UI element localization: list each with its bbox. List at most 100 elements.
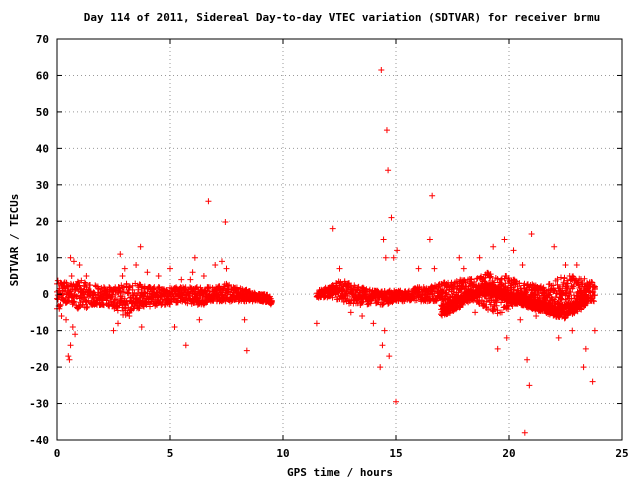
- axis-ticks: 0 5 10 15 20 25 -40 -30 -20 -10 0 10 20 30 40 50 60 70: [29, 33, 629, 460]
- y-axis-label: SDTVAR / TECUs: [8, 194, 21, 287]
- data-point: [431, 265, 438, 272]
- band-point: [571, 309, 578, 316]
- data-point: [494, 345, 501, 352]
- data-point: [381, 327, 388, 334]
- data-point: [155, 272, 162, 279]
- band-point: [120, 289, 127, 296]
- band-point: [561, 315, 568, 322]
- band-point: [589, 279, 596, 286]
- x-tick-label: 20: [502, 447, 515, 460]
- band-point: [167, 301, 173, 308]
- band-point: [554, 276, 561, 283]
- data-point: [138, 323, 145, 330]
- y-tick-label: 30: [36, 179, 49, 192]
- band-point: [591, 286, 598, 293]
- data-point: [426, 236, 433, 243]
- data-point: [460, 265, 467, 272]
- band-point: [505, 287, 512, 294]
- data-point: [573, 262, 580, 269]
- data-point: [223, 265, 230, 272]
- data-point: [481, 302, 488, 309]
- data-point: [70, 258, 77, 265]
- data-marks: [54, 66, 598, 436]
- band-point: [581, 275, 588, 282]
- data-point: [121, 265, 128, 272]
- band-point: [459, 301, 466, 308]
- band-point: [95, 285, 102, 292]
- band-point: [486, 274, 493, 281]
- data-point: [58, 313, 65, 320]
- band-point: [562, 296, 569, 303]
- band-point: [491, 279, 498, 286]
- plot-frame: [56, 38, 623, 441]
- data-point: [382, 254, 389, 261]
- band-point: [83, 304, 90, 311]
- band-point: [119, 293, 126, 300]
- data-point: [167, 265, 173, 272]
- band-point: [547, 289, 554, 296]
- band-point: [554, 281, 561, 288]
- y-tick-label: 10: [36, 252, 49, 265]
- y-tick-label: 60: [36, 69, 49, 82]
- band-point: [591, 292, 598, 299]
- x-tick-label: 5: [167, 447, 174, 460]
- band-point: [446, 293, 453, 300]
- data-point: [68, 272, 75, 279]
- band-point: [340, 298, 347, 305]
- y-tick-label: -40: [29, 434, 49, 447]
- band-point: [443, 287, 450, 294]
- band-point: [558, 295, 565, 302]
- band-point: [113, 296, 120, 303]
- data-point: [510, 247, 517, 254]
- band-point: [119, 285, 126, 292]
- band-point: [505, 306, 512, 313]
- data-point: [386, 353, 393, 360]
- data-point: [144, 269, 151, 276]
- data-point: [562, 262, 569, 269]
- data-point: [187, 276, 194, 283]
- data-point: [67, 342, 74, 349]
- y-tick-label: 20: [36, 215, 49, 228]
- data-point: [182, 342, 189, 349]
- y-tick-label: 40: [36, 142, 49, 155]
- x-axis-label: GPS time / hours: [287, 466, 393, 479]
- data-point: [472, 309, 479, 316]
- band-point: [505, 275, 512, 282]
- data-point: [415, 265, 422, 272]
- y-tick-label: 70: [36, 33, 49, 46]
- band-point: [437, 286, 444, 293]
- data-point: [551, 243, 558, 250]
- band-point: [591, 298, 598, 305]
- x-tick-label: 25: [615, 447, 628, 460]
- data-point: [394, 247, 401, 254]
- data-point: [456, 254, 463, 261]
- data-point: [388, 214, 395, 221]
- band-point: [73, 294, 80, 301]
- data-point: [336, 265, 343, 272]
- band-point: [85, 297, 92, 304]
- band-point: [564, 280, 571, 287]
- data-point: [383, 127, 390, 134]
- band-point: [485, 306, 492, 313]
- data-point: [429, 192, 436, 199]
- band-point: [483, 280, 490, 287]
- data-point: [63, 316, 70, 323]
- band-point: [550, 282, 557, 289]
- data-point: [222, 219, 229, 226]
- band-point: [120, 284, 127, 291]
- data-point: [58, 280, 65, 287]
- data-point: [503, 334, 510, 341]
- band-point: [435, 282, 442, 289]
- band-point: [433, 297, 440, 304]
- y-tick-label: 0: [42, 288, 49, 301]
- data-point: [370, 320, 377, 327]
- data-point: [196, 316, 203, 323]
- data-point: [526, 382, 533, 389]
- data-point: [191, 254, 198, 261]
- data-point: [171, 323, 178, 330]
- data-point: [390, 254, 397, 261]
- band-point: [125, 289, 132, 296]
- band-point: [63, 279, 70, 286]
- band-point: [61, 288, 68, 295]
